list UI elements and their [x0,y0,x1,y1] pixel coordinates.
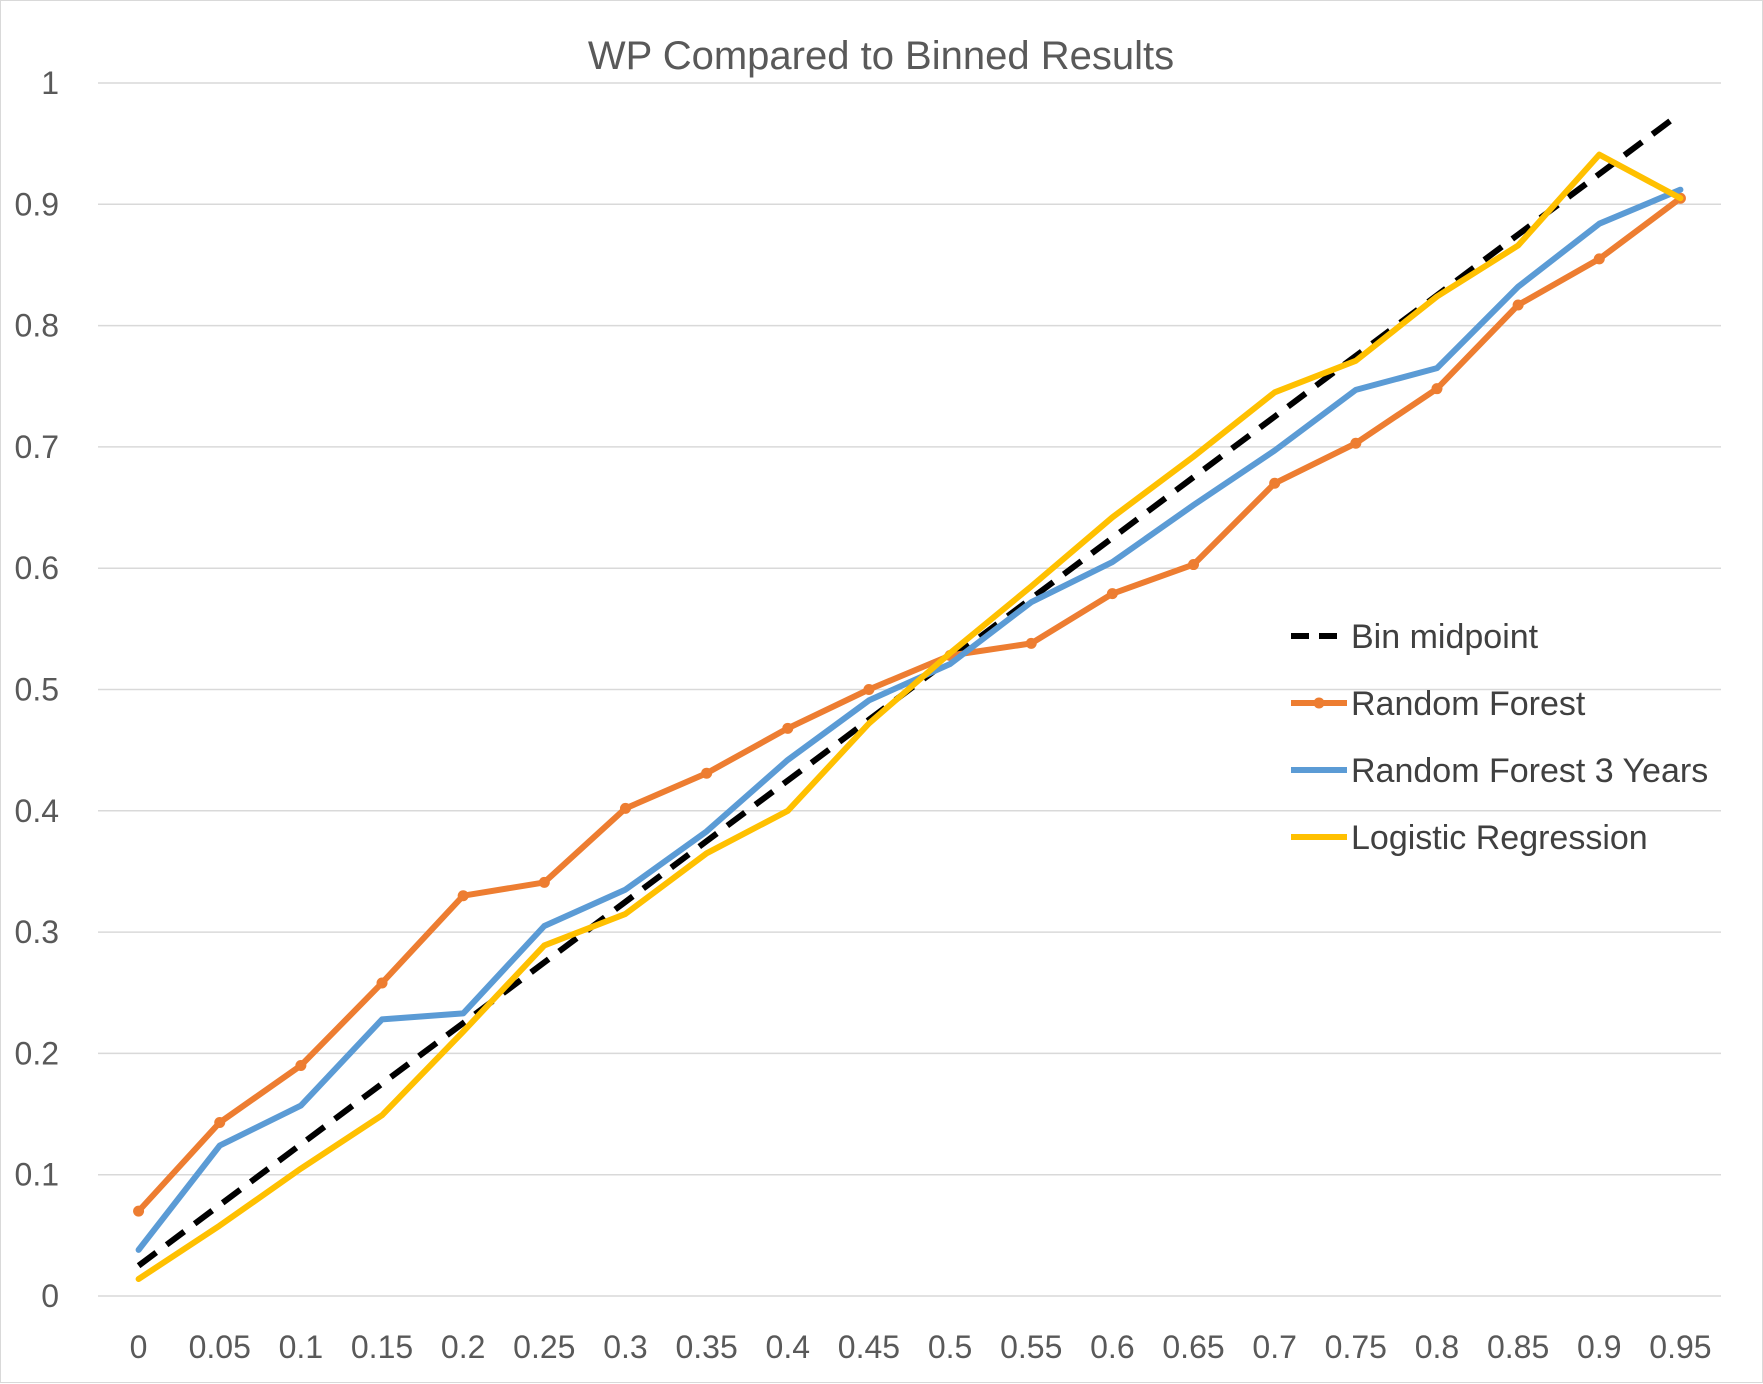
series-point-1 [1431,383,1443,395]
legend-label: Logistic Regression [1351,819,1648,857]
series-point-1 [133,1205,145,1217]
x-tick-label: 0.8 [1415,1329,1459,1365]
x-tick-label: 0.5 [928,1329,972,1365]
x-tick-label: 0.3 [603,1329,647,1365]
series-point-1 [295,1060,307,1072]
x-tick-label: 0 [130,1329,148,1365]
x-tick-label: 0.55 [1000,1329,1062,1365]
legend-swatch-marker [1313,697,1325,709]
legend: Bin midpoint Random Forest Random Forest 3… [1291,618,1708,857]
y-tick-label: 0 [41,1278,59,1314]
series-point-1 [1106,588,1118,600]
x-tick-label: 0.6 [1090,1329,1134,1365]
x-tick-label: 0.85 [1487,1329,1549,1365]
series-point-1 [1350,437,1362,449]
y-tick-label: 0.5 [15,672,59,708]
x-axis-ticks: 0 0.05 0.1 0.15 0.2 0.25 0.3 0.35 0.4 0.45 0.5 0.55… [130,1329,1712,1365]
series-point-1 [457,890,469,902]
series-lines [133,110,1686,1282]
series-point-1 [782,722,794,734]
series-line-3 [135,151,1684,1282]
y-axis-ticks: 0 0.1 0.2 0.3 0.4 0.5 0.6 0.7 0.8 0.9 1 [15,65,59,1314]
y-tick-label: 0.9 [15,186,59,222]
y-tick-label: 0.6 [15,550,59,586]
series-point-1 [1512,299,1524,311]
series-point-1 [1593,253,1605,265]
y-tick-label: 0.3 [15,914,59,950]
x-tick-label: 0.9 [1577,1329,1621,1365]
series-line-1 [135,195,1684,1215]
x-tick-label: 0.95 [1649,1329,1711,1365]
chart-title: WP Compared to Binned Results [588,34,1174,78]
x-tick-label: 0.1 [279,1329,323,1365]
series-point-1 [619,802,631,814]
series-point-1 [1188,559,1200,571]
y-tick-label: 0.1 [15,1157,59,1193]
series-point-1 [1269,477,1281,489]
x-tick-label: 0.05 [189,1329,251,1365]
series-point-1 [1025,637,1037,649]
x-tick-label: 0.45 [838,1329,900,1365]
x-tick-label: 0.65 [1162,1329,1224,1365]
x-tick-label: 0.4 [766,1329,810,1365]
legend-label: Random Forest 3 Years [1351,752,1708,790]
legend-label: Bin midpoint [1351,618,1539,656]
x-tick-label: 0.15 [351,1329,413,1365]
x-tick-label: 0.7 [1252,1329,1296,1365]
y-tick-label: 0.4 [15,793,59,829]
x-tick-label: 0.25 [513,1329,575,1365]
x-tick-label: 0.2 [441,1329,485,1365]
y-tick-label: 1 [41,65,59,101]
series-point-1 [863,684,875,695]
y-tick-label: 0.7 [15,429,59,465]
legend-label: Random Forest [1351,685,1586,723]
y-tick-label: 0.8 [15,308,59,344]
series-point-1 [538,876,550,888]
series-line-2 [135,186,1684,1253]
x-tick-label: 0.75 [1325,1329,1387,1365]
series-point-1 [701,767,713,779]
y-tick-label: 0.2 [15,1035,59,1071]
x-tick-label: 0.35 [675,1329,737,1365]
series-point-1 [376,977,388,989]
series-point-1 [214,1117,226,1129]
